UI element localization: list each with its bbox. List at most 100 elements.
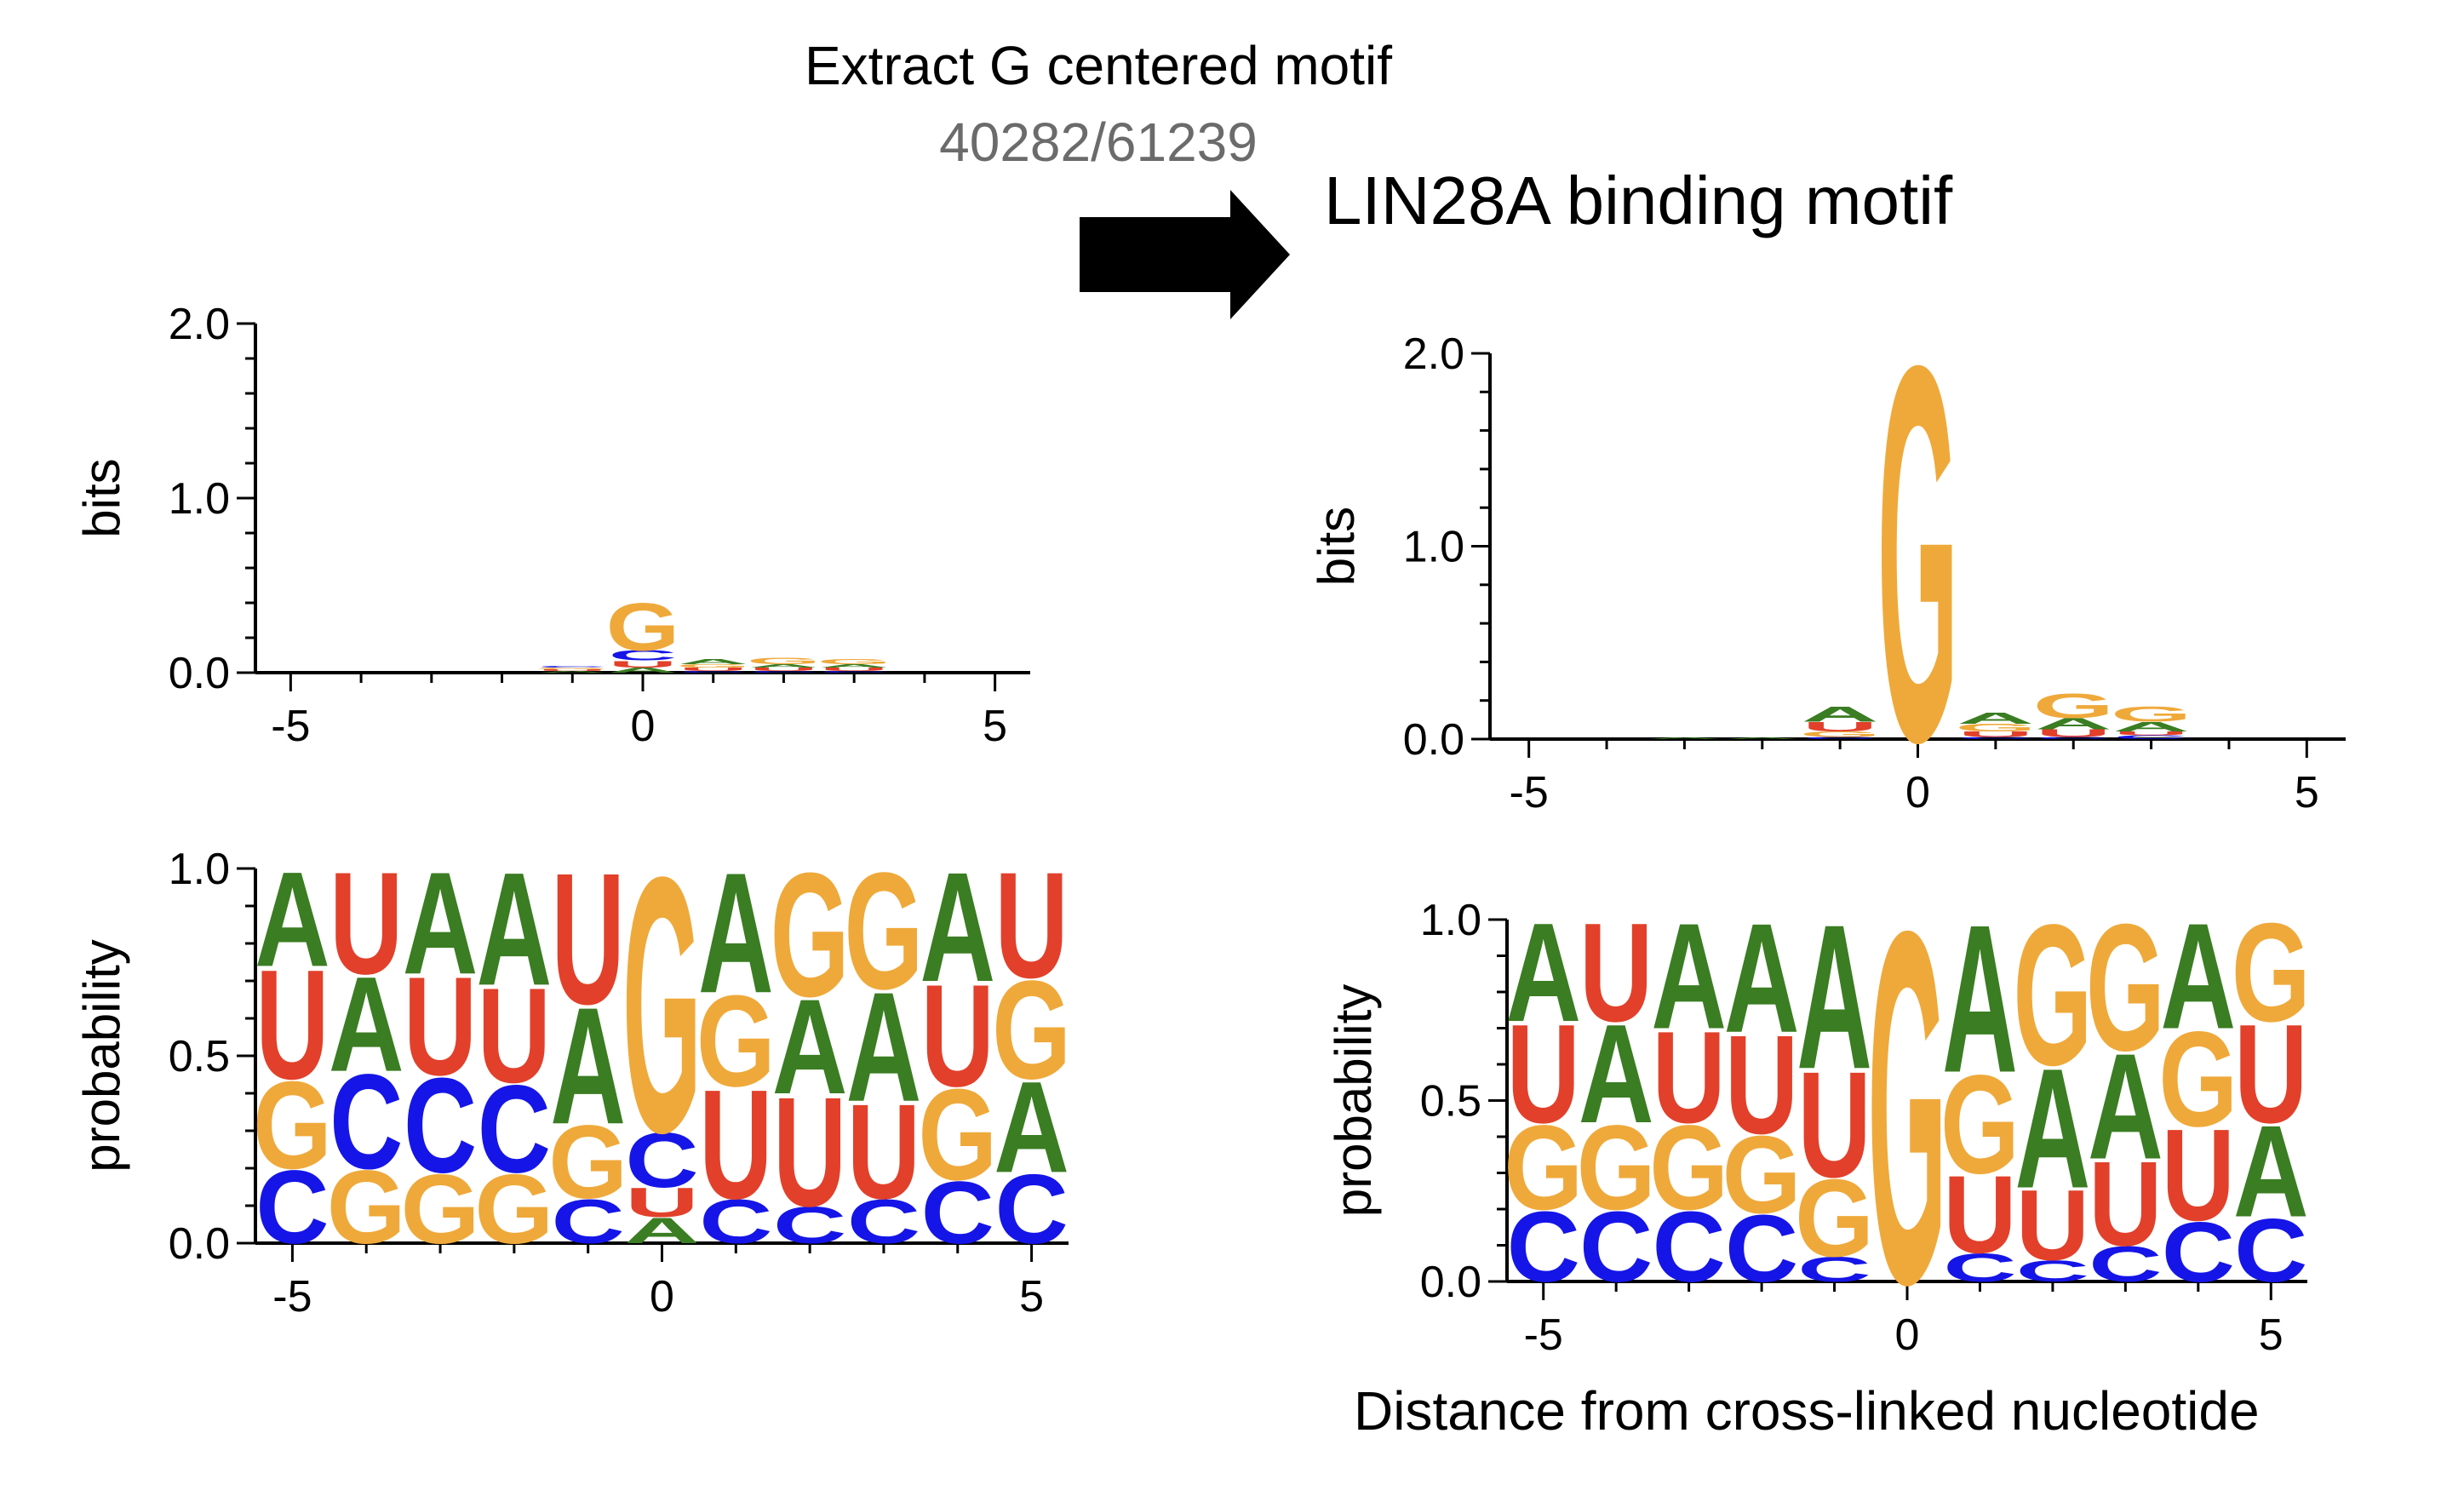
y-tick-label: 2.0 bbox=[1403, 330, 1464, 379]
logo-letter: A bbox=[1957, 709, 2034, 727]
logo-letter: U bbox=[820, 667, 888, 672]
logo-letter: G bbox=[1504, 1099, 1583, 1235]
logo-letter: U bbox=[749, 667, 817, 672]
y-tick-label: 1.0 bbox=[1420, 896, 1481, 945]
logo-letter: G bbox=[992, 951, 1071, 1108]
logo-letter: G bbox=[253, 1056, 332, 1195]
logo-letter: C bbox=[679, 670, 748, 673]
logo-letter: C bbox=[1797, 1250, 1871, 1289]
logo-letter: G bbox=[1722, 1114, 1802, 1237]
logo-letter: U bbox=[1797, 1041, 1871, 1209]
extract-motif-label: Extract G centered motif bbox=[804, 35, 1393, 96]
x-tick-label: 0 bbox=[631, 702, 656, 751]
logo-letter: A bbox=[255, 844, 330, 995]
logo-letter: A bbox=[1723, 737, 1801, 740]
logo-letter: U bbox=[2162, 1103, 2235, 1248]
logo-letter: C bbox=[609, 647, 677, 663]
logo-letter: C bbox=[2089, 1236, 2162, 1293]
y-tick-label: 0.0 bbox=[1420, 1258, 1481, 1307]
logo-letter: C bbox=[404, 1050, 477, 1201]
logo-letter: U bbox=[1943, 1153, 2016, 1276]
logo-letter: A bbox=[2088, 1023, 2163, 1191]
logo-letter: C bbox=[2113, 734, 2188, 740]
y-axis-label: probability bbox=[73, 939, 130, 1172]
logo-letter: U bbox=[699, 1057, 772, 1231]
x-tick-label: -5 bbox=[1510, 768, 1549, 817]
logo-letter: A bbox=[537, 670, 608, 673]
logo-letter: A bbox=[1724, 891, 1800, 1065]
x-tick-label: 5 bbox=[1019, 1272, 1044, 1321]
logo-letter: A bbox=[772, 972, 848, 1123]
logo-letter: C bbox=[2234, 1200, 2307, 1300]
y-tick-label: 1.0 bbox=[1403, 523, 1464, 572]
logo-letter: U bbox=[921, 955, 994, 1117]
logo-letter: U bbox=[1653, 1006, 1726, 1151]
logo-letter: A bbox=[2160, 892, 2236, 1061]
logo-letter: U bbox=[255, 937, 329, 1112]
y-tick-label: 1.0 bbox=[169, 845, 230, 894]
logo-letter: G bbox=[677, 663, 750, 668]
logo-letter: G bbox=[696, 969, 776, 1114]
logo-letter: A bbox=[1796, 881, 1872, 1112]
logo-letter: C bbox=[478, 1060, 551, 1199]
logo-letter: G bbox=[536, 667, 609, 669]
logo-letter: C bbox=[1507, 1191, 1580, 1304]
y-tick-label: 0.0 bbox=[1403, 715, 1464, 765]
logo-letter: G bbox=[845, 839, 924, 1024]
logo-letter: G bbox=[1955, 722, 2036, 734]
logo-letter: C bbox=[1943, 1246, 2016, 1291]
logo-letter: A bbox=[994, 1056, 1069, 1201]
logo-letter: A bbox=[624, 1211, 700, 1251]
logo-letter: A bbox=[1646, 737, 1723, 740]
logo-letter: G bbox=[2033, 687, 2114, 725]
logo-letter: A bbox=[2035, 715, 2112, 733]
logo-letter: A bbox=[748, 663, 819, 668]
logo-letter: C bbox=[2162, 1205, 2235, 1300]
logo-letter: G bbox=[918, 1063, 997, 1207]
logo-letter: A bbox=[2015, 1034, 2091, 1224]
logo-letter: C bbox=[773, 1196, 846, 1254]
logo-letter: G bbox=[2086, 886, 2165, 1089]
logo-letter: A bbox=[550, 972, 626, 1159]
logo-letter: G bbox=[1577, 1099, 1656, 1235]
logo-letter: G bbox=[1795, 1157, 1874, 1281]
logo-letter: U bbox=[679, 667, 748, 672]
logo-letter: C bbox=[1958, 737, 2033, 739]
logo-letter: G bbox=[548, 1104, 627, 1221]
logo-letter: G bbox=[622, 801, 702, 1208]
x-tick-label: 0 bbox=[650, 1272, 674, 1321]
logo-letter: C bbox=[994, 1154, 1068, 1264]
logo-letter: C bbox=[2036, 737, 2111, 739]
logo-letter: U bbox=[2089, 1136, 2162, 1271]
y-axis-label: bits bbox=[1308, 507, 1365, 586]
logo-letter: A bbox=[698, 838, 774, 1029]
logo-letter: C bbox=[921, 1163, 994, 1262]
logo-letter: U bbox=[994, 841, 1068, 1010]
logo-letter: C bbox=[625, 1116, 698, 1203]
logo-letter: G bbox=[771, 836, 850, 1034]
logo-letter: G bbox=[2111, 702, 2192, 726]
logo-letter: U bbox=[1579, 893, 1653, 1052]
logo-letter: U bbox=[1725, 1006, 1798, 1164]
logo-letter: A bbox=[403, 841, 478, 1005]
motif-title: LIN28A binding motif bbox=[1324, 163, 1953, 238]
logo-letter: U bbox=[478, 960, 551, 1110]
logo-letter: G bbox=[1800, 730, 1881, 738]
logo-letter: G bbox=[2013, 883, 2092, 1108]
y-tick-label: 0.5 bbox=[1420, 1077, 1481, 1126]
y-tick-label: 0.0 bbox=[169, 649, 230, 698]
logo-letter: A bbox=[1579, 995, 1654, 1152]
logo-letter: C bbox=[538, 665, 606, 668]
logo-letter: G bbox=[1877, 255, 1958, 853]
logo-letter: C bbox=[552, 1187, 625, 1257]
logo-letter: C bbox=[1579, 1191, 1653, 1304]
logo-letter: G bbox=[1940, 1045, 2020, 1203]
logo-letter: C bbox=[1802, 737, 1877, 739]
x-axis-title: Distance from cross-linked nucleotide bbox=[1354, 1380, 2260, 1442]
logo-letter: U bbox=[847, 1076, 920, 1227]
logo-letter: C bbox=[1725, 1195, 1798, 1302]
x-tick-label: -5 bbox=[271, 702, 310, 751]
